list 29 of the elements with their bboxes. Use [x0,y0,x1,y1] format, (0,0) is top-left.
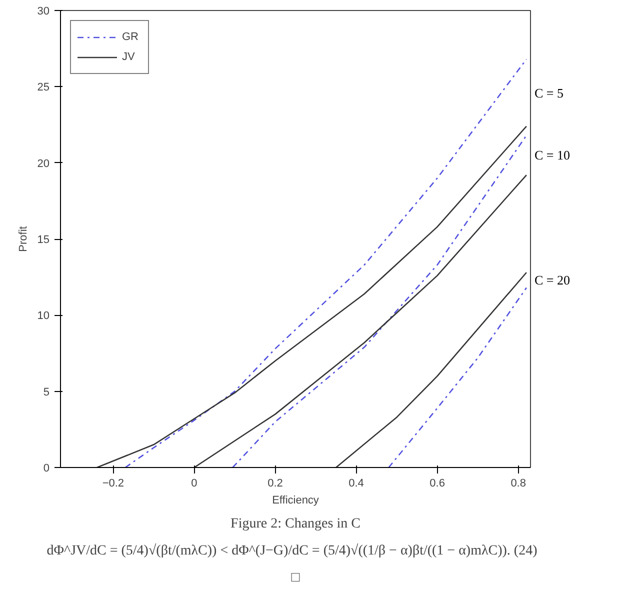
y-tick-label: 5 [43,386,50,398]
x-tick-label: 0 [191,478,198,490]
text: C = 10 [534,148,570,163]
legend-label: GR [122,31,140,43]
x-axis-title: Efficiency [272,494,320,506]
x-tick-label: 0.8 [510,478,526,490]
x-tick-label: 0.4 [348,478,364,490]
line-series [232,134,528,468]
text: □ [291,570,300,586]
y-tick-label: 10 [37,310,50,322]
x-tick-label: 0.2 [268,478,283,490]
line-series [124,58,528,468]
line-series [96,126,528,468]
y-tick-label: 25 [37,82,50,94]
text: dΦ^JV/dC = (5/4)√(βt/(mλC)) < dΦ^(J−G)/dC = (5/4)√((1/β − α)βt/((1 − α)mλC)). (24) [46,542,538,558]
line-series [388,287,528,468]
line-series [335,272,528,468]
line-series [194,174,528,468]
text: C = 20 [534,272,570,288]
y-axis-title: Profit [17,226,30,252]
caption: Figure 2: Changes in C [230,516,360,532]
x-tick-label: 0.6 [430,478,445,490]
y-tick-label: 0 [43,462,50,474]
legend-label: JV [122,51,136,63]
x-tick-label: −0.2 [102,478,124,490]
text: C = 5 [534,85,564,100]
y-tick-label: 15 [37,234,50,246]
y-tick-label: 20 [37,158,50,170]
y-tick-label: 30 [37,6,50,18]
